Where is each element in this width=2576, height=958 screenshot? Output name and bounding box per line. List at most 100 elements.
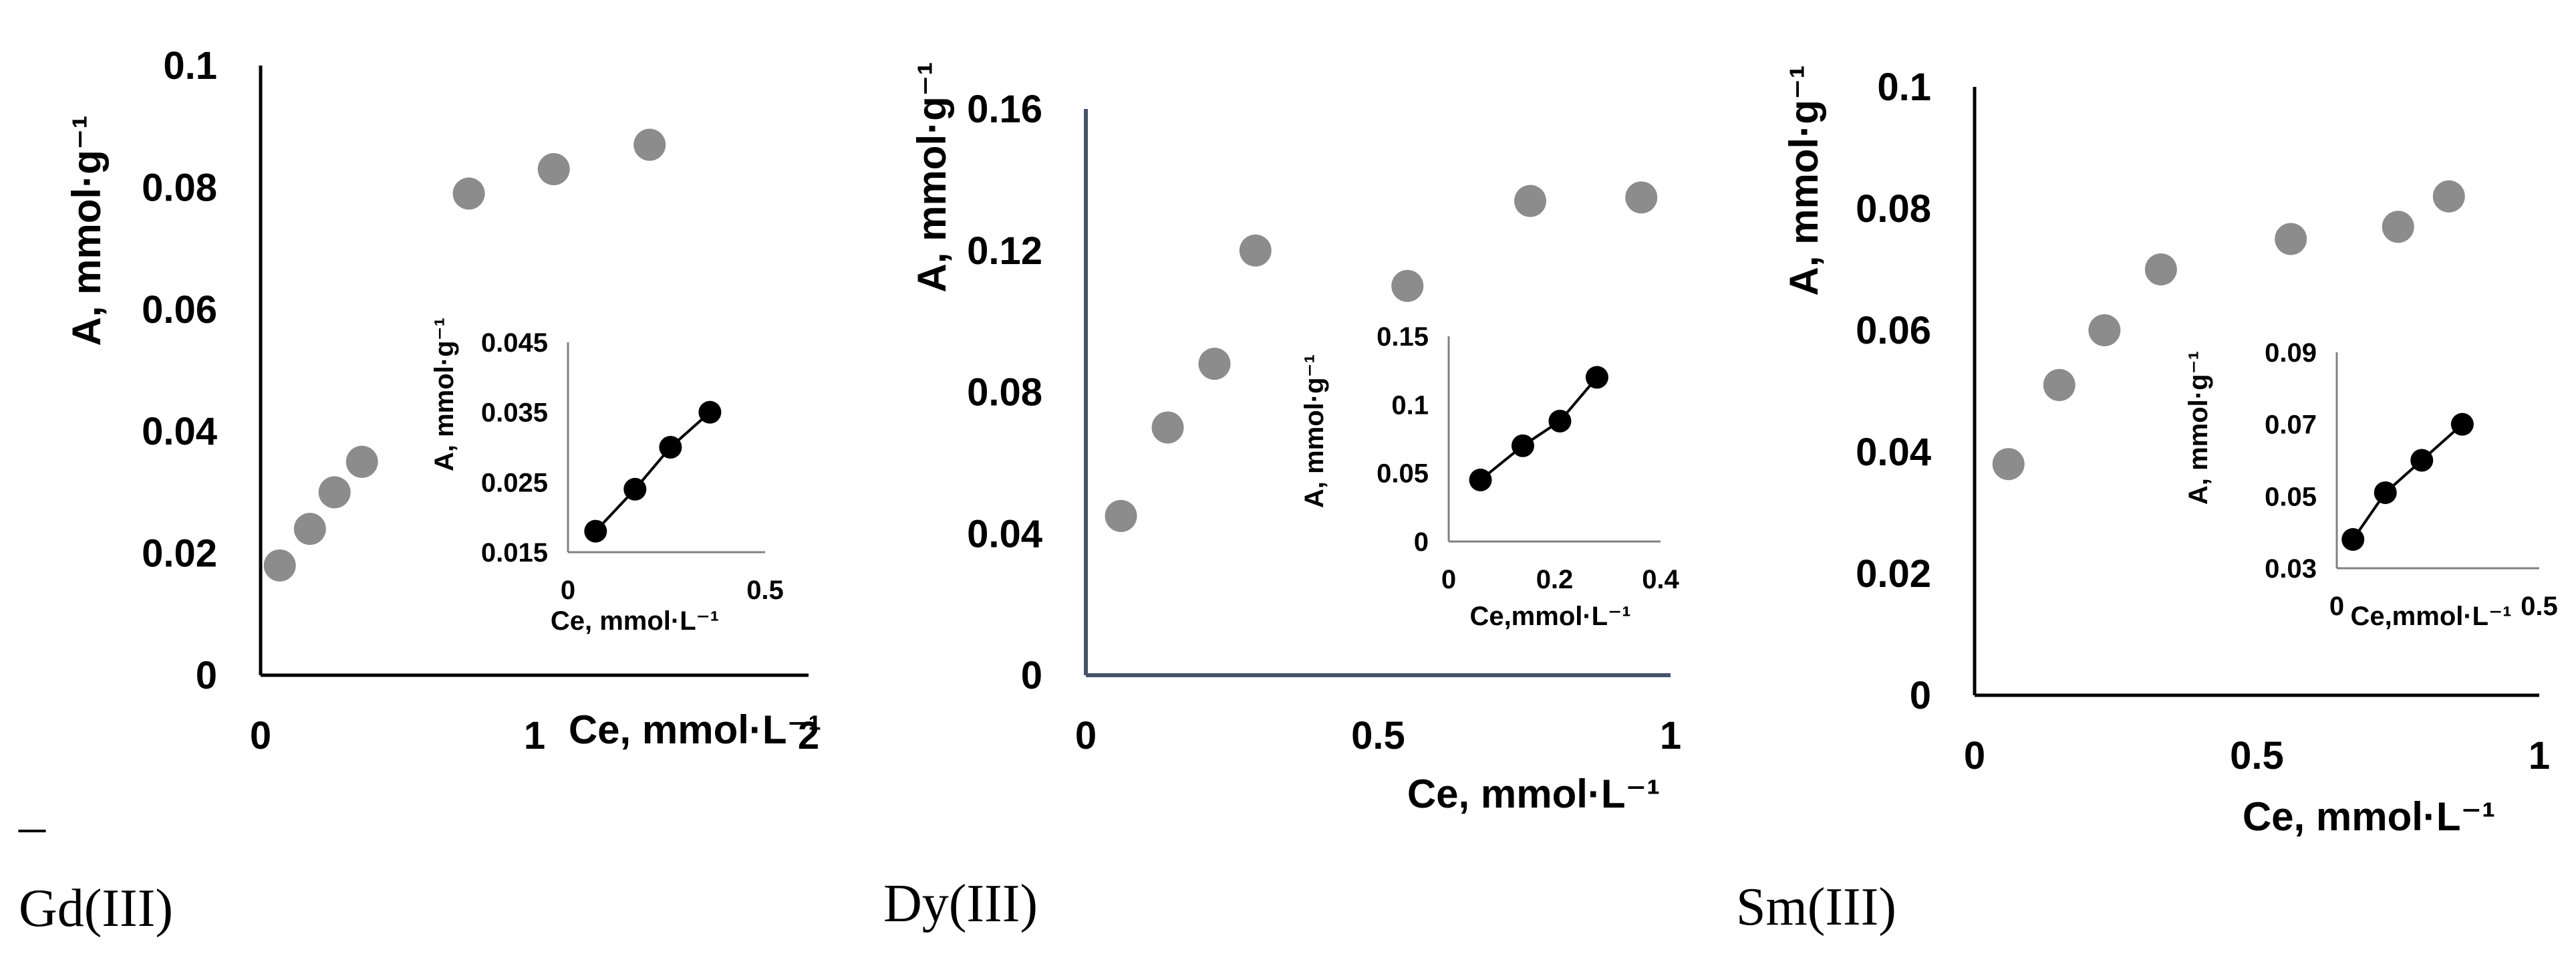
- y-tick-label: 0.02: [1856, 552, 1931, 596]
- y-tick-label: 0.06: [1856, 309, 1931, 352]
- y-tick-label: 0.1: [163, 44, 217, 88]
- inset-y-axis-label: A, mmol·g⁻¹: [430, 318, 459, 471]
- inset-y-tick-label: 0.09: [2265, 338, 2317, 368]
- inset-y-tick-label: 0.015: [481, 538, 548, 568]
- y-tick-label: 0.16: [967, 88, 1042, 131]
- data-point: [2432, 180, 2465, 213]
- y-axis-label: A, mmol·g⁻¹: [1781, 66, 1826, 296]
- y-tick-label: 0: [196, 654, 217, 697]
- data-point: [345, 445, 378, 478]
- inset-trendline: [1479, 376, 1598, 481]
- panel-caption: Dy(III): [883, 874, 1038, 933]
- inset-data-point: [623, 477, 647, 501]
- inset-plot: 0.015 0.025 0.035 0.045 0 0.5 Ce, mmol·L⁻¹ A, m…: [430, 318, 784, 636]
- inset-x-axis-label: Ce,mmol·L⁻¹: [1469, 602, 1630, 631]
- data-point: [633, 128, 666, 161]
- inset-x-tick-label: 0: [1441, 565, 1456, 594]
- inset-x-axis-label: Ce, mmol·L⁻¹: [551, 606, 719, 636]
- inset-x-axis-label: Ce,mmol·L⁻¹: [2350, 602, 2511, 631]
- y-tick-label: 0.08: [142, 166, 217, 209]
- stray-mark: –: [18, 797, 46, 856]
- data-point: [263, 549, 296, 582]
- x-tick-label: 0.5: [2230, 734, 2284, 777]
- inset-x-tick-label: 0.2: [1536, 565, 1574, 594]
- inset-data-point: [698, 400, 722, 424]
- x-tick-label: 0: [1075, 714, 1097, 757]
- x-tick-label: 1: [1660, 714, 1681, 757]
- inset-y-tick-label: 0.025: [481, 468, 548, 497]
- inset-y-axis-label: A, mmol·g⁻¹: [2184, 351, 2213, 505]
- y-tick-label: 0.08: [967, 371, 1042, 414]
- y-tick-label: 0.12: [967, 229, 1042, 273]
- chart-panel-1: 00.020.040.060.080.10 1 2Ce, mmol·L⁻¹A, mm…: [19, 44, 821, 938]
- inset-plot: 0.03 0.05 0.07 0.09 0 0.5 Ce,mmol·L⁻¹ A, mmol·g…: [2184, 338, 2558, 631]
- data-point: [2275, 223, 2307, 255]
- data-point: [1514, 185, 1546, 217]
- inset-trendline: [594, 411, 711, 532]
- data-point: [318, 476, 351, 509]
- data-point: [293, 513, 326, 546]
- inset-y-tick-label: 0.05: [2265, 482, 2317, 511]
- panel-caption: Gd(III): [19, 879, 173, 938]
- x-tick-label: 0: [250, 714, 271, 757]
- y-tick-label: 0: [1910, 674, 1931, 717]
- inset-y-tick-label: 0: [1414, 527, 1429, 557]
- inset-data-point: [2450, 412, 2474, 436]
- data-point: [1239, 234, 1272, 267]
- chart-panel-2: 0 0.04 0.08 0.12 0.16 0 0.5 1Ce, mmol·L⁻¹ A, mmo…: [883, 62, 1681, 933]
- inset-y-tick-label: 0.035: [481, 398, 548, 428]
- inset-x-tick-label: 0.5: [746, 576, 784, 605]
- inset-data-point: [1511, 434, 1534, 457]
- inset-x-tick-label: 0.5: [2521, 592, 2558, 621]
- data-point: [2382, 211, 2414, 243]
- inset-x-tick-label: 0: [2329, 592, 2344, 621]
- inset-y-tick-label: 0.05: [1377, 459, 1429, 489]
- data-point: [537, 153, 570, 186]
- y-tick-label: 0: [1021, 654, 1042, 697]
- inset-data-point: [2341, 527, 2365, 551]
- inset-data-point: [1548, 409, 1572, 433]
- inset-plot: 0 0.05 0.1 0.15 0 0.2 0.4 Ce,mmol·L⁻¹ A, mmol·g⁻…: [1300, 322, 1680, 631]
- x-tick-label: 0.5: [1351, 714, 1405, 757]
- y-tick-label: 0.06: [142, 288, 217, 332]
- y-tick-label: 0.04: [142, 410, 217, 453]
- y-tick-label: 0.04: [967, 512, 1042, 556]
- data-point: [1391, 269, 1424, 302]
- inset-data-point: [2374, 481, 2397, 504]
- y-tick-label: 0.1: [1877, 66, 1931, 109]
- y-tick-label: 0.02: [142, 532, 217, 576]
- x-axis-label: Ce, mmol·L⁻¹: [569, 707, 821, 752]
- data-point: [452, 177, 485, 210]
- inset-data-point: [584, 519, 607, 543]
- data-point: [1105, 499, 1137, 532]
- inset-x-tick-label: 0: [561, 576, 575, 605]
- data-point: [2088, 314, 2121, 346]
- inset-data-point: [1585, 366, 1608, 389]
- x-tick-label: 2: [798, 714, 819, 757]
- inset-x-tick-label: 0.4: [1642, 565, 1679, 594]
- data-point: [1198, 348, 1231, 380]
- inset-y-tick-label: 0.03: [2265, 554, 2317, 584]
- data-point: [1151, 411, 1184, 444]
- x-axis-label: Ce, mmol·L⁻¹: [2243, 794, 2495, 839]
- data-point: [1625, 181, 1658, 214]
- inset-trendline: [2351, 423, 2464, 541]
- y-tick-label: 0.08: [1856, 187, 1931, 231]
- data-point: [2144, 253, 2177, 285]
- inset-data-point: [1469, 468, 1492, 491]
- y-axis-label: A, mmol·g⁻¹: [909, 62, 954, 293]
- y-axis-label: A, mmol·g⁻¹: [64, 116, 109, 346]
- inset-y-tick-label: 0.15: [1377, 322, 1429, 352]
- panel-caption: Sm(III): [1736, 878, 1896, 937]
- x-tick-label: 0: [1964, 734, 1985, 777]
- inset-data-point: [2410, 449, 2434, 472]
- inset-data-point: [659, 436, 682, 459]
- inset-y-tick-label: 0.045: [481, 328, 548, 358]
- data-point: [1992, 448, 2025, 481]
- x-tick-label: 1: [524, 714, 545, 757]
- x-axis-label: Ce, mmol·L⁻¹: [1407, 771, 1660, 816]
- data-point: [2043, 368, 2076, 401]
- x-tick-label: 1: [2529, 734, 2550, 777]
